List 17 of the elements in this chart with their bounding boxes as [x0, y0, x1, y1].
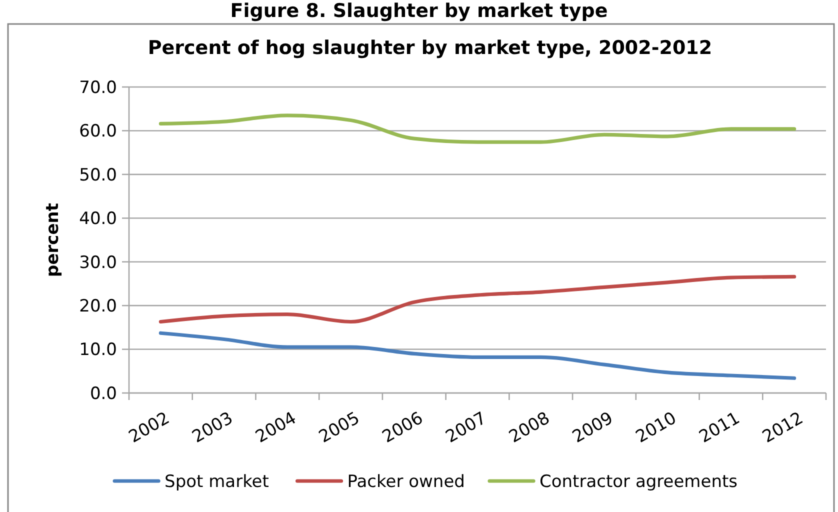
y-tick-label: 10.0: [79, 340, 117, 360]
chart-title: Percent of hog slaughter by market type, 2002-2012: [148, 37, 712, 59]
line-series: [158, 331, 796, 380]
y-tick-label: 30.0: [79, 252, 117, 273]
y-tick-label: 50.0: [79, 165, 117, 186]
y-tick-label: 40.0: [79, 209, 117, 230]
legend-label: Spot market: [164, 472, 270, 492]
y-tick-label: 60.0: [79, 122, 117, 142]
line-series: [158, 274, 796, 324]
y-tick-label: 0.0: [90, 384, 117, 404]
legend-label: Packer owned: [347, 472, 465, 492]
y-tick-label: 70.0: [79, 78, 117, 98]
line-series: [158, 114, 796, 144]
y-tick-label: 20.0: [79, 296, 117, 317]
legend-label: Contractor agreements: [540, 472, 738, 492]
y-axis-title: percent: [42, 203, 63, 277]
caption: Figure 8. Slaughter by market type: [230, 0, 608, 22]
